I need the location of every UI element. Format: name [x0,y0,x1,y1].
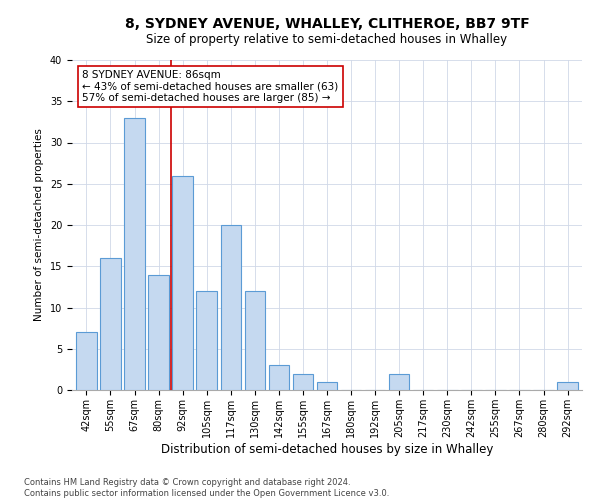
Text: 8 SYDNEY AVENUE: 86sqm
← 43% of semi-detached houses are smaller (63)
57% of sem: 8 SYDNEY AVENUE: 86sqm ← 43% of semi-det… [82,70,338,103]
Bar [269,365,289,390]
X-axis label: Distribution of semi-detached houses by size in Whalley: Distribution of semi-detached houses by … [161,442,493,456]
Bar [293,374,313,390]
Bar [221,225,241,390]
Text: 8, SYDNEY AVENUE, WHALLEY, CLITHEROE, BB7 9TF: 8, SYDNEY AVENUE, WHALLEY, CLITHEROE, BB… [125,18,529,32]
Bar [245,291,265,390]
Y-axis label: Number of semi-detached properties: Number of semi-detached properties [34,128,44,322]
Bar [557,382,578,390]
Bar [100,258,121,390]
Bar [196,291,217,390]
Text: Contains HM Land Registry data © Crown copyright and database right 2024.
Contai: Contains HM Land Registry data © Crown c… [24,478,389,498]
Bar [76,332,97,390]
Bar [317,382,337,390]
Bar [389,374,409,390]
Bar [124,118,145,390]
Bar [172,176,193,390]
Bar [148,274,169,390]
Text: Size of property relative to semi-detached houses in Whalley: Size of property relative to semi-detach… [146,32,508,46]
